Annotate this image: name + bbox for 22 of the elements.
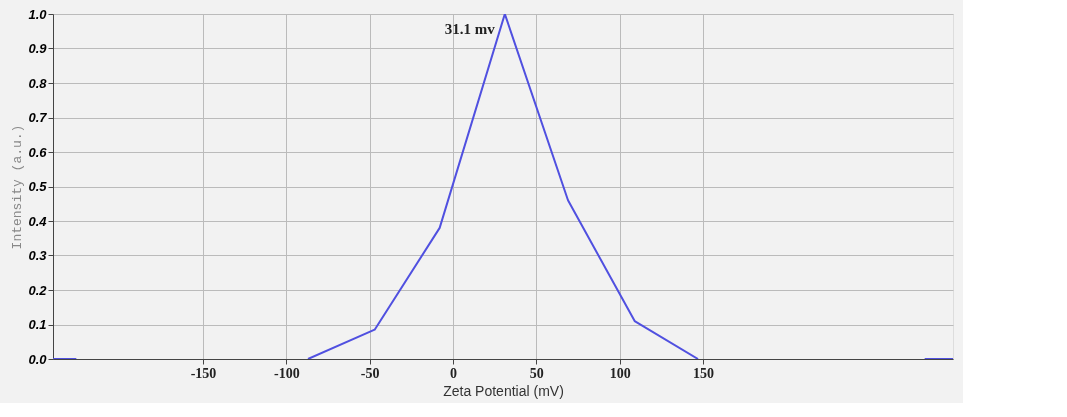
y-tick-label: 0.3 (28, 248, 48, 263)
x-tick-label: -100 (274, 365, 300, 381)
x-tick-label: 100 (609, 365, 631, 381)
y-tick-label: 0.2 (28, 282, 48, 298)
y-axis-title: Intensity (a.u.) (10, 124, 26, 250)
x-tick-label: 150 (693, 365, 714, 381)
y-tick-label: 0.5 (28, 179, 48, 194)
y-tick-label: 1.0 (28, 6, 48, 22)
annotation: 31.1 mv (444, 21, 496, 37)
y-tick-label: 0.7 (28, 110, 48, 125)
x-axis-title: Zeta Potential (mV) (443, 382, 564, 399)
y-tick-label: 0.0 (28, 351, 48, 367)
x-tick-label: 0 (450, 365, 457, 381)
x-tick-label: -50 (360, 365, 380, 381)
y-tick-label: 0.8 (28, 75, 48, 91)
x-tick-label: -150 (190, 365, 217, 381)
y-tick-label: 0.9 (28, 41, 48, 56)
y-tick-label: 0.6 (28, 144, 48, 160)
x-tick-label: 50 (529, 365, 544, 381)
y-tick-label: 0.4 (28, 213, 48, 229)
y-tick-label: 0.1 (28, 317, 47, 332)
line-series (307, 14, 699, 359)
